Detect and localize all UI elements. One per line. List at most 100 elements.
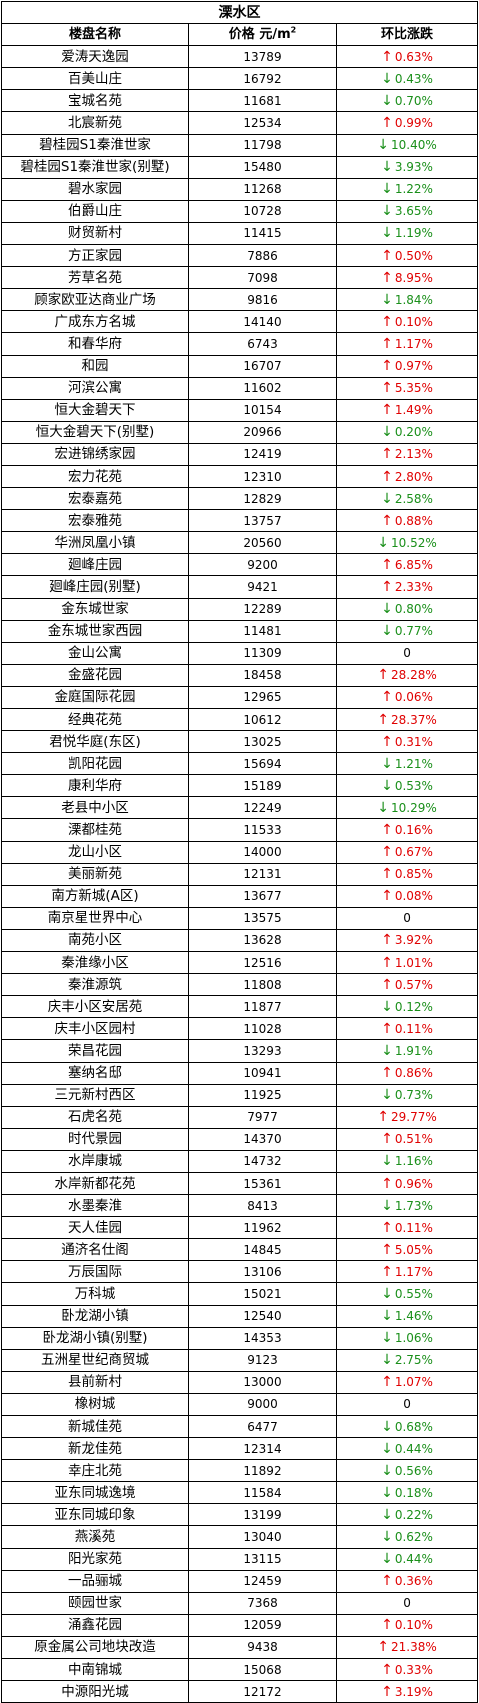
table-row: 宏进锦绣家园 12419 ↑ 2.13% bbox=[1, 442, 479, 466]
price-change-value: 2.33% bbox=[394, 579, 433, 594]
price-change-value: 0.55% bbox=[394, 1286, 433, 1301]
table-row: 顾家欧亚达商业广场 9816 ↓ 1.84% bbox=[1, 288, 479, 312]
price-change-value: 3.92% bbox=[394, 933, 433, 948]
table-row: 新城佳苑 6477 ↓ 0.68% bbox=[1, 1414, 479, 1439]
property-price: 14370 bbox=[188, 1127, 337, 1151]
price-change: ↑ 3.92% bbox=[335, 928, 479, 953]
arrow-up-icon: ↑ bbox=[381, 1683, 393, 1700]
price-change: ↑ 0.63% bbox=[335, 45, 479, 69]
arrow-down-icon: ↓ bbox=[381, 1462, 393, 1479]
header-price: 价格 元/m2 bbox=[188, 23, 337, 47]
price-change-value: 0.10% bbox=[394, 314, 433, 329]
property-name: 宏力花苑 bbox=[1, 464, 189, 489]
price-change-value: 0.10% bbox=[394, 1618, 433, 1633]
price-change: ↓ 1.91% bbox=[335, 1039, 479, 1063]
property-price: 12131 bbox=[188, 862, 337, 886]
property-name: 橡树城 bbox=[1, 1392, 189, 1417]
table-row: 新龙佳苑 12314 ↓ 0.44% bbox=[1, 1437, 479, 1461]
header-price-superscript: 2 bbox=[290, 25, 297, 35]
property-name: 亚东同城印象 bbox=[1, 1503, 189, 1527]
price-change: ↓ 10.52% bbox=[335, 531, 479, 555]
table-row: 燕溪苑 13040 ↓ 0.62% bbox=[1, 1525, 479, 1549]
property-name: 华洲凤凰小镇 bbox=[1, 531, 189, 555]
arrow-up-icon: ↑ bbox=[381, 335, 393, 352]
property-name: 恒大金碧天下 bbox=[1, 398, 189, 422]
property-price: 15189 bbox=[188, 774, 337, 798]
price-change: ↑ 0.11% bbox=[335, 1216, 479, 1240]
price-change: ↓ 0.22% bbox=[335, 1503, 479, 1527]
district-title: 溧水区 bbox=[0, 0, 479, 25]
price-change-value: 0.44% bbox=[394, 1441, 433, 1456]
price-change-value: 5.05% bbox=[394, 1242, 433, 1257]
arrow-up-icon: ↑ bbox=[381, 888, 393, 905]
arrow-up-icon: ↑ bbox=[377, 1639, 389, 1656]
property-price: 12289 bbox=[188, 597, 337, 621]
property-name: 宏泰雅苑 bbox=[1, 509, 189, 533]
price-change-value: 0.36% bbox=[394, 1574, 433, 1589]
property-name: 水岸新都花苑 bbox=[1, 1171, 189, 1196]
property-price: 14353 bbox=[188, 1326, 337, 1350]
price-change-value: 0.73% bbox=[394, 1088, 433, 1103]
table-row: 三元新村西区 11925 ↓ 0.73% bbox=[1, 1083, 479, 1107]
price-change-value: 1.73% bbox=[394, 1198, 433, 1213]
arrow-up-icon: ↑ bbox=[381, 402, 393, 419]
arrow-down-icon: ↓ bbox=[381, 203, 393, 220]
price-change-value: 5.35% bbox=[394, 381, 433, 396]
property-price: 15694 bbox=[188, 752, 337, 776]
price-change: ↑ 0.16% bbox=[335, 818, 479, 842]
price-change: ↑ 0.50% bbox=[335, 244, 479, 268]
property-name: 卧龙湖小镇 bbox=[1, 1304, 189, 1328]
property-price: 11798 bbox=[188, 133, 337, 157]
arrow-down-icon: ↓ bbox=[381, 1551, 393, 1568]
property-price: 9816 bbox=[188, 288, 337, 312]
price-change-value: 2.80% bbox=[394, 469, 433, 484]
price-change: ↑ 0.51% bbox=[335, 1127, 479, 1151]
price-change: ↑ 2.13% bbox=[335, 442, 479, 466]
table-row: 宝城名苑 11681 ↓ 0.70% bbox=[1, 89, 479, 113]
table-row: 恒大金碧天下(别墅) 20966 ↓ 0.20% bbox=[1, 420, 479, 444]
price-change-value: 2.13% bbox=[394, 447, 433, 462]
property-name: 金东城世家西园 bbox=[1, 619, 189, 643]
table-row: 颐园世家 7368 0 bbox=[1, 1591, 479, 1615]
price-change-value: 0 bbox=[403, 911, 411, 926]
property-price: 12172 bbox=[188, 1680, 337, 1703]
property-price: 12314 bbox=[188, 1437, 337, 1461]
price-change: ↑ 0.10% bbox=[335, 310, 479, 334]
table-row: 万辰国际 13106 ↑ 1.17% bbox=[1, 1260, 479, 1284]
arrow-down-icon: ↓ bbox=[381, 1285, 393, 1302]
table-row: 卧龙湖小镇(别墅) 14353 ↓ 1.06% bbox=[1, 1326, 479, 1350]
property-name: 经典花苑 bbox=[1, 707, 189, 732]
property-name: 万辰国际 bbox=[1, 1260, 189, 1284]
property-price: 12534 bbox=[188, 111, 337, 135]
arrow-down-icon: ↓ bbox=[381, 623, 393, 640]
price-change-value: 2.58% bbox=[394, 491, 433, 506]
property-name: 涌鑫花园 bbox=[1, 1613, 189, 1637]
price-change-value: 0.22% bbox=[394, 1507, 433, 1522]
property-name: 南京星世界中心 bbox=[1, 906, 189, 930]
property-name: 北宸新苑 bbox=[1, 111, 189, 135]
price-change: ↑ 0.85% bbox=[335, 862, 479, 886]
property-name: 三元新村西区 bbox=[1, 1083, 189, 1107]
table-row: 财贸新村 11415 ↓ 1.19% bbox=[1, 221, 479, 246]
table-row: 碧桂园S1秦淮世家 11798 ↓ 10.40% bbox=[1, 133, 479, 157]
table-row: 橡树城 9000 0 bbox=[1, 1392, 479, 1417]
property-price: 10154 bbox=[188, 398, 337, 422]
arrow-up-icon: ↑ bbox=[381, 269, 393, 286]
arrow-up-icon: ↑ bbox=[381, 48, 393, 65]
property-price: 12059 bbox=[188, 1613, 337, 1637]
arrow-down-icon: ↓ bbox=[381, 601, 393, 618]
price-change: ↑ 2.33% bbox=[335, 575, 479, 599]
property-name: 原金属公司地块改造 bbox=[1, 1635, 189, 1660]
header-price-label: 价格 元/m bbox=[228, 26, 291, 42]
price-change: ↑ 0.67% bbox=[335, 840, 479, 864]
arrow-up-icon: ↑ bbox=[381, 844, 393, 861]
table-row: 溧都桂苑 11533 ↑ 0.16% bbox=[1, 818, 479, 842]
property-price: 11309 bbox=[188, 641, 337, 665]
table-row: 和春华府 6743 ↑ 1.17% bbox=[1, 332, 479, 356]
property-price: 13025 bbox=[188, 730, 337, 754]
price-change-value: 1.17% bbox=[394, 336, 433, 351]
price-change-value: 0.88% bbox=[394, 513, 433, 528]
price-change-value: 0.50% bbox=[394, 248, 433, 263]
price-change-value: 0.70% bbox=[394, 93, 433, 108]
table-row: 碧桂园S1秦淮世家(别墅) 15480 ↓ 3.93% bbox=[1, 155, 479, 179]
